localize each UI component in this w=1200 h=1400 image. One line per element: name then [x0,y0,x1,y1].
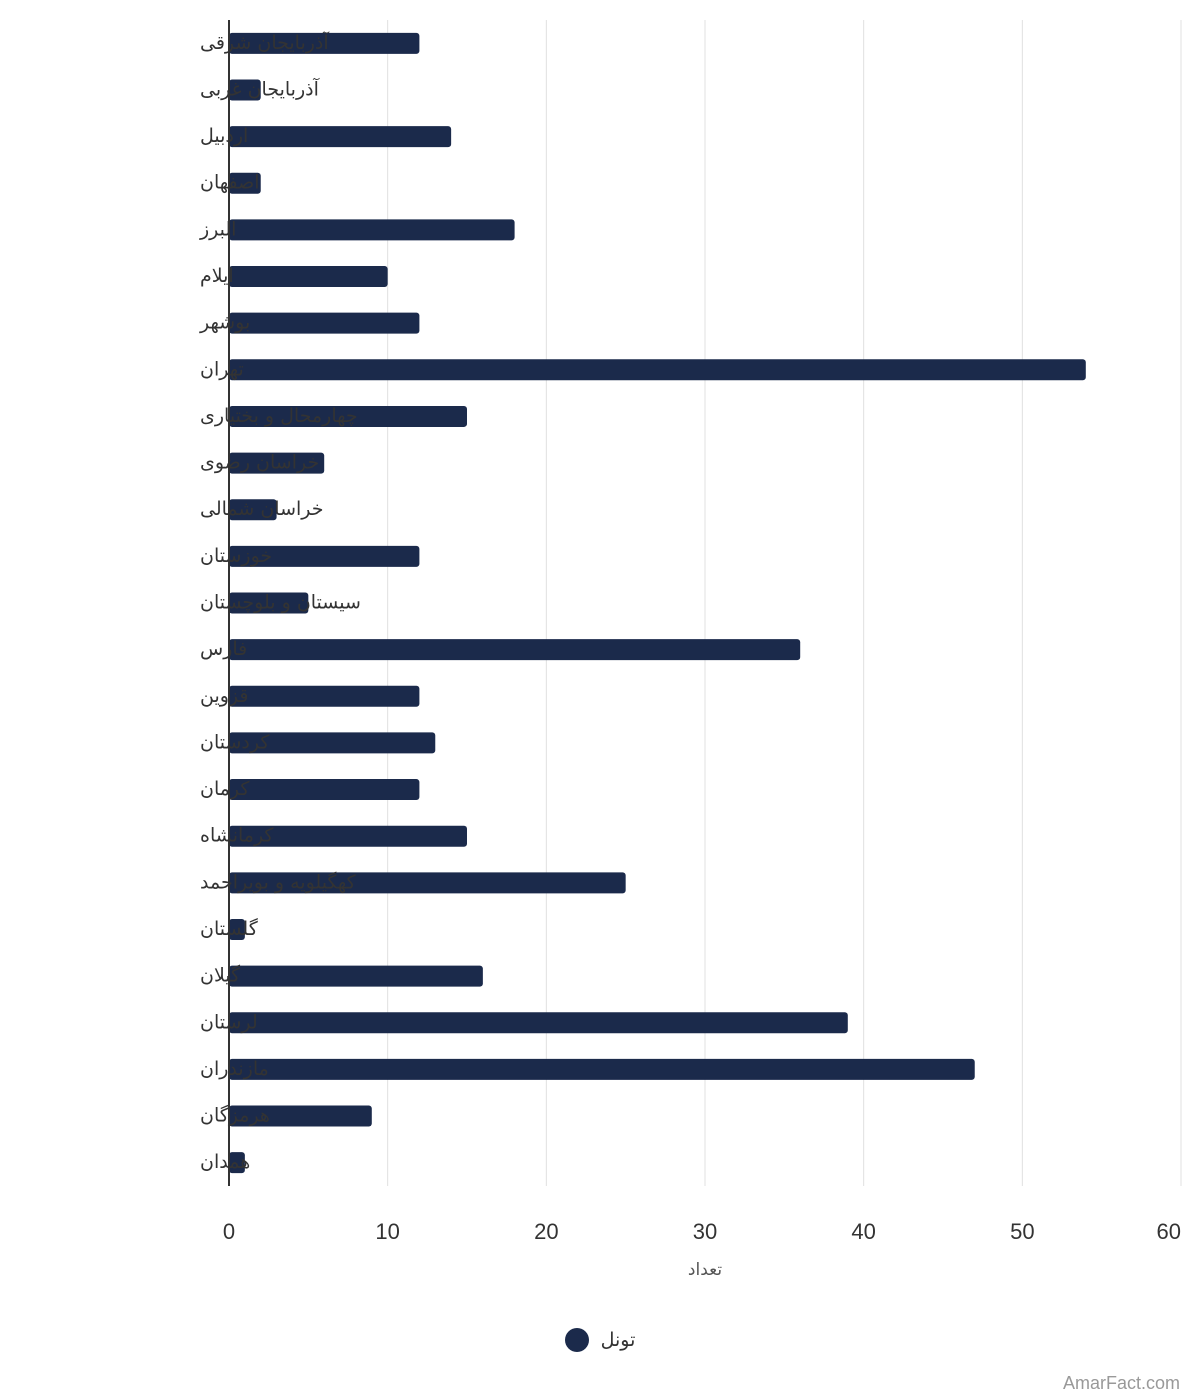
category-label: خراسان شمالی [200,498,324,520]
category-label: کرمان [200,778,250,800]
category-label: آذربایجان شرقی [200,30,329,54]
category-label: فارس [200,638,247,660]
legend-marker-icon [564,1328,589,1352]
bar[interactable] [229,79,261,101]
category-label: قزوین [200,685,249,707]
bar[interactable] [229,32,420,54]
legend-label: تونل [600,1329,636,1351]
category-label: هرمزگان [200,1104,270,1127]
category-label: کهگیلویه و بویراحمد [200,870,357,893]
category-label: سیستان و بلوچستان [200,592,361,614]
bar[interactable] [229,126,452,148]
category-label: کردستان [200,731,270,753]
bar[interactable] [229,266,388,288]
x-tick-label: 0 [223,1219,235,1244]
bar[interactable] [229,872,626,894]
category-label: مازندران [200,1058,269,1080]
bar[interactable] [229,545,420,567]
x-tick-label: 10 [375,1219,399,1244]
bar[interactable] [229,1152,245,1174]
category-label: کرمانشاه [200,825,274,847]
category-label: چهارمحال و بختیاری [200,405,358,427]
category-label: همدان [200,1151,250,1173]
bar[interactable] [229,172,261,194]
category-label: آذربایجان غربی [200,76,320,100]
category-label: تهران [200,358,244,380]
bar[interactable] [229,312,420,334]
bar[interactable] [229,965,483,987]
bar[interactable] [229,825,467,847]
bar[interactable] [229,359,1086,381]
category-label: گیلان [200,964,241,987]
bar[interactable] [229,918,245,940]
bar[interactable] [229,219,515,241]
category-label: خراسان رضوی [200,452,319,474]
x-axis-title: تعداد [688,1260,722,1280]
bar[interactable] [229,592,309,614]
x-tick-label: 60 [1157,1219,1181,1244]
bar[interactable] [229,405,467,427]
category-label: خوزستان [200,545,272,567]
bar[interactable] [229,499,277,521]
category-label: اردبیل [200,125,248,147]
x-tick-label: 20 [534,1219,558,1244]
x-tick-label: 50 [1010,1219,1034,1244]
bar[interactable] [229,732,436,754]
legend[interactable]: تونل [0,1322,1200,1358]
category-label: البرز [199,218,236,240]
category-label: ایلام [200,265,234,287]
x-tick-label: 30 [693,1219,717,1244]
bar[interactable] [229,1105,372,1127]
bar[interactable] [229,1058,975,1080]
bar[interactable] [229,685,420,707]
x-tick-label: 40 [851,1219,875,1244]
bar[interactable] [229,452,325,474]
bar[interactable] [229,779,420,801]
bar[interactable] [229,1012,848,1034]
bar[interactable] [229,639,801,661]
credit-text[interactable]: AmarFact.com [1062,1373,1180,1393]
category-label: بوشهر [199,312,250,334]
